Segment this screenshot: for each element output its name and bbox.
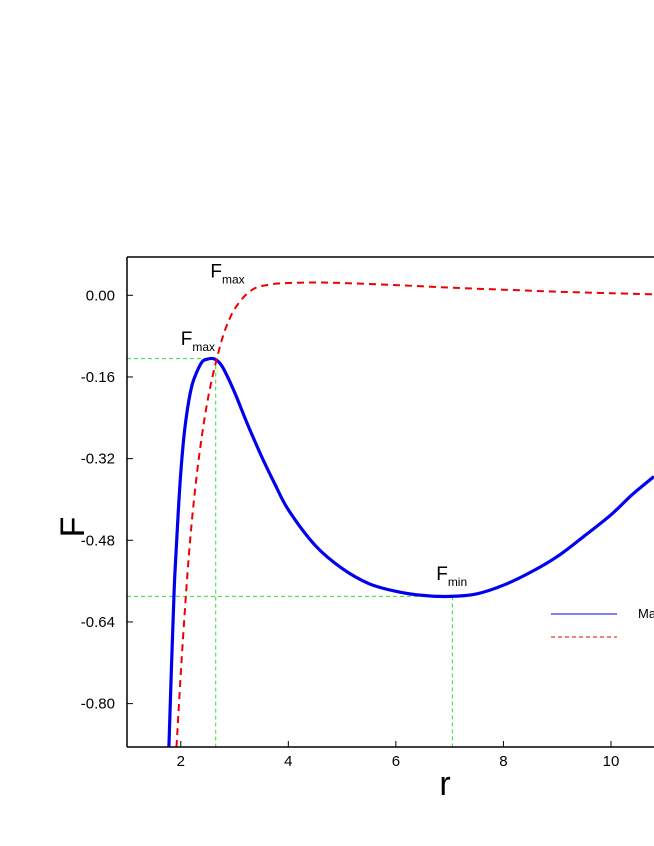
series-layer [167, 281, 654, 747]
y-tick-label: 0.00 [86, 287, 115, 304]
x-tick-label: 10 [603, 753, 620, 770]
guide-lines [127, 358, 453, 747]
annotation-subscript: min [448, 575, 467, 589]
y-tick-label: -0.16 [81, 369, 115, 386]
series-line-2 [175, 281, 654, 747]
annotation-main: F [210, 261, 222, 282]
y-axis-title: F [54, 517, 92, 538]
x-tick-label: 8 [499, 753, 507, 770]
annotation-main: F [181, 329, 193, 350]
series-line-1 [167, 356, 654, 747]
annotation-subscript: max [192, 340, 215, 354]
y-tick-label: -0.48 [81, 532, 115, 549]
y-tick-label: -0.80 [81, 696, 115, 713]
x-axis-title: r [439, 765, 450, 803]
y-tick-label: -0.32 [81, 451, 115, 468]
annotation-subscript: max [222, 272, 245, 286]
annotation-label: Fmax [210, 261, 244, 286]
x-tick-label: 4 [284, 753, 292, 770]
x-tick-label: 6 [392, 753, 400, 770]
y-tick-label: -0.64 [81, 614, 115, 631]
x-tick-label: 2 [177, 753, 185, 770]
legend: Ma [551, 606, 654, 638]
annotation-label: Fmax [181, 329, 215, 354]
annotation-main: F [436, 564, 448, 585]
annotation-label: Fmin [436, 564, 467, 589]
axes: 2 4 6 8 10 0.00 -0.16 -0.32 -0.48 -0.64 -0.80 [81, 256, 654, 770]
legend-label-1: Ma [638, 606, 654, 621]
